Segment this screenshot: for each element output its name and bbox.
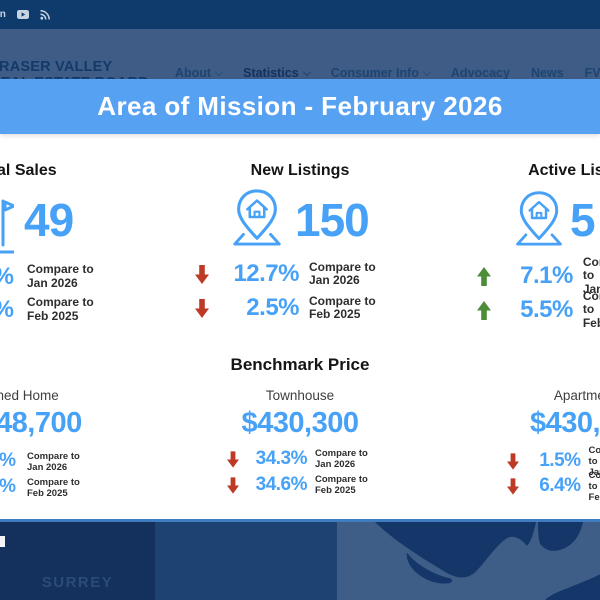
map-pin-house-icon (228, 187, 286, 247)
total-sales-compare-2-pct: % (0, 296, 14, 324)
rss-icon[interactable] (40, 9, 50, 20)
map-region-label: SURREY (41, 574, 114, 591)
map-pin-house-icon (511, 189, 567, 247)
benchmark-townhouse-label: Townhouse (265, 388, 335, 403)
arrow-down-icon (195, 298, 209, 318)
benchmark-townhouse-compare-2: 34.6% Compare to Feb 2025 (227, 474, 368, 496)
nav-news[interactable]: News (530, 66, 564, 80)
benchmark-detached-label: Detached Home (0, 388, 59, 403)
benchmark-townhouse-compare-1: 34.3% Compare to Jan 2026 (227, 448, 368, 470)
total-sales-title: Total Sales (0, 162, 57, 179)
new-listings-value: 150 (295, 194, 370, 246)
social-bar: in (0, 0, 600, 29)
arrow-down-icon (507, 477, 519, 495)
benchmark-title: Benchmark Price (230, 355, 370, 374)
map-panel-surrey[interactable]: SURREY (0, 522, 155, 600)
arrow-down-icon (507, 452, 519, 470)
total-sales-value: 49 (24, 194, 74, 246)
logo-line1: FRASER VALLEY (0, 59, 113, 75)
arrow-up-icon (477, 266, 491, 286)
nav-consumer-info[interactable]: Consumer Info (331, 66, 432, 80)
new-listings-compare-1: 12.7% Compare to Jan 2026 (195, 260, 376, 287)
total-sales-compare-1-pct: % (0, 263, 14, 291)
map-border-line (0, 519, 600, 522)
clipped-white-fragment (0, 536, 5, 547)
sold-sign-icon (0, 196, 14, 254)
benchmark-townhouse-price: $430,300 (241, 407, 359, 439)
new-listings-title: New Listings (250, 162, 350, 179)
benchmark-apartment-label: Apartment (553, 388, 600, 403)
total-sales-compare-2-label: Compare to Feb 2025 (27, 295, 94, 323)
arrow-down-icon (195, 264, 209, 284)
region-map-image (337, 522, 600, 600)
arrow-up-icon (477, 300, 491, 320)
nav-about[interactable]: About (175, 66, 224, 80)
map-panel-mid (155, 522, 337, 600)
chevron-down-icon (302, 67, 311, 76)
page-title: Area of Mission - February 2026 (97, 91, 503, 121)
arrow-down-icon (227, 476, 239, 494)
chevron-down-icon (214, 67, 224, 76)
benchmark-detached-compare-1-label: Compare to Jan 2026 (27, 451, 80, 473)
benchmark-detached-compare-1-pct: % (0, 450, 16, 471)
chevron-down-icon (422, 67, 432, 76)
arrow-down-icon (227, 450, 239, 468)
linkedin-icon[interactable]: in (0, 9, 6, 20)
total-sales-compare-1-label: Compare to Jan 2026 (27, 262, 94, 290)
benchmark-apartment-price: $430,3 (530, 407, 600, 439)
new-listings-compare-2: 2.5% Compare to Feb 2025 (195, 294, 376, 321)
site-header: FRASER VALLEY REAL ESTATE BOARD About St… (0, 29, 600, 91)
active-listings-title: Active Listings (528, 162, 600, 179)
nav-advocacy[interactable]: Advocacy (450, 66, 510, 80)
benchmark-detached-compare-2-pct: % (0, 476, 16, 497)
main-nav: About Statistics Consumer Info Advocacy … (175, 66, 600, 80)
nav-fvreb-locus[interactable]: FVREB LOCUS (584, 66, 600, 80)
benchmark-detached-price: 48,700 (0, 407, 82, 439)
page-title-banner: Area of Mission - February 2026 (0, 79, 600, 134)
benchmark-detached-compare-2-label: Compare to Feb 2025 (27, 477, 80, 499)
nav-statistics[interactable]: Statistics (243, 66, 311, 80)
active-listings-value: 5 (570, 194, 596, 246)
youtube-icon[interactable] (16, 10, 29, 19)
